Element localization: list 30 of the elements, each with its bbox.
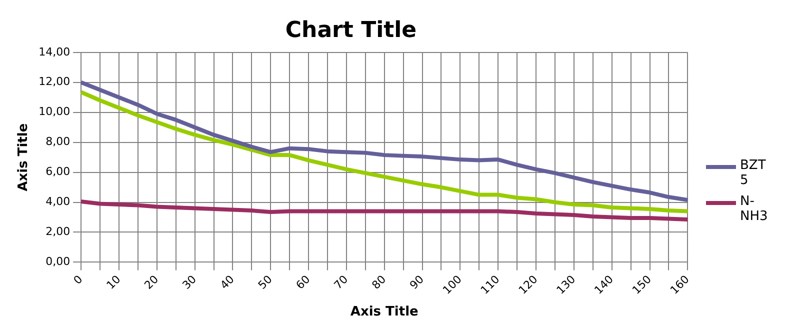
x-tick-label: 10: [104, 272, 124, 292]
x-tick-label: 120: [516, 272, 540, 297]
y-tick-label: 6,00: [46, 165, 70, 178]
x-tick-label: 90: [407, 272, 426, 292]
legend-label: BZT 5: [740, 158, 767, 188]
x-tick-label: 160: [668, 272, 692, 297]
x-tick-label: 150: [630, 272, 654, 297]
x-tick-label: 70: [332, 272, 351, 292]
x-tick-label: 40: [218, 272, 237, 292]
x-tick-label: 20: [142, 272, 162, 292]
chart-title: Chart Title: [285, 18, 417, 43]
y-tick-label: 10,00: [38, 105, 70, 118]
y-tick-label: 0,00: [46, 255, 70, 268]
x-tick-label: 0: [71, 272, 86, 287]
x-tick-label: 140: [592, 272, 616, 297]
y-tick-label: 4,00: [46, 195, 70, 208]
x-axis-title: Axis Title: [350, 304, 419, 320]
x-tick-label: 130: [554, 272, 578, 297]
y-tick-label: 14,00: [38, 45, 70, 58]
x-tick-label: 100: [440, 272, 464, 297]
x-tick-label: 60: [294, 272, 313, 292]
y-tick-label: 8,00: [46, 135, 70, 148]
x-tick-label: 110: [478, 272, 502, 297]
x-tick-label: 80: [369, 272, 389, 292]
legend-label: N-NH3: [740, 194, 769, 224]
y-tick-label: 2,00: [46, 225, 70, 238]
x-tick-label: 30: [180, 272, 199, 292]
y-axis-title: Axis Title: [16, 123, 32, 192]
y-tick-label: 12,00: [38, 75, 70, 88]
x-tick-label: 50: [256, 272, 275, 292]
